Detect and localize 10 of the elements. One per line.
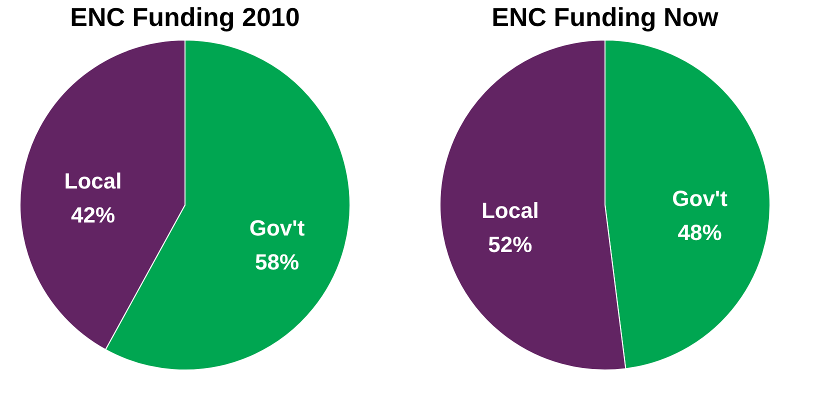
slice-label: Local (481, 198, 539, 223)
chart-title: ENC Funding Now (492, 2, 720, 32)
data-label: 42% (70, 202, 116, 228)
data-label: 58% (254, 250, 300, 275)
chart-title: ENC Funding 2010 (70, 2, 300, 32)
slice-label: Gov't (249, 216, 306, 241)
data-label: 48% (678, 220, 722, 246)
slice-label: Local (64, 168, 122, 194)
slice-label: Gov't (672, 186, 728, 212)
data-label: 52% (488, 232, 532, 257)
